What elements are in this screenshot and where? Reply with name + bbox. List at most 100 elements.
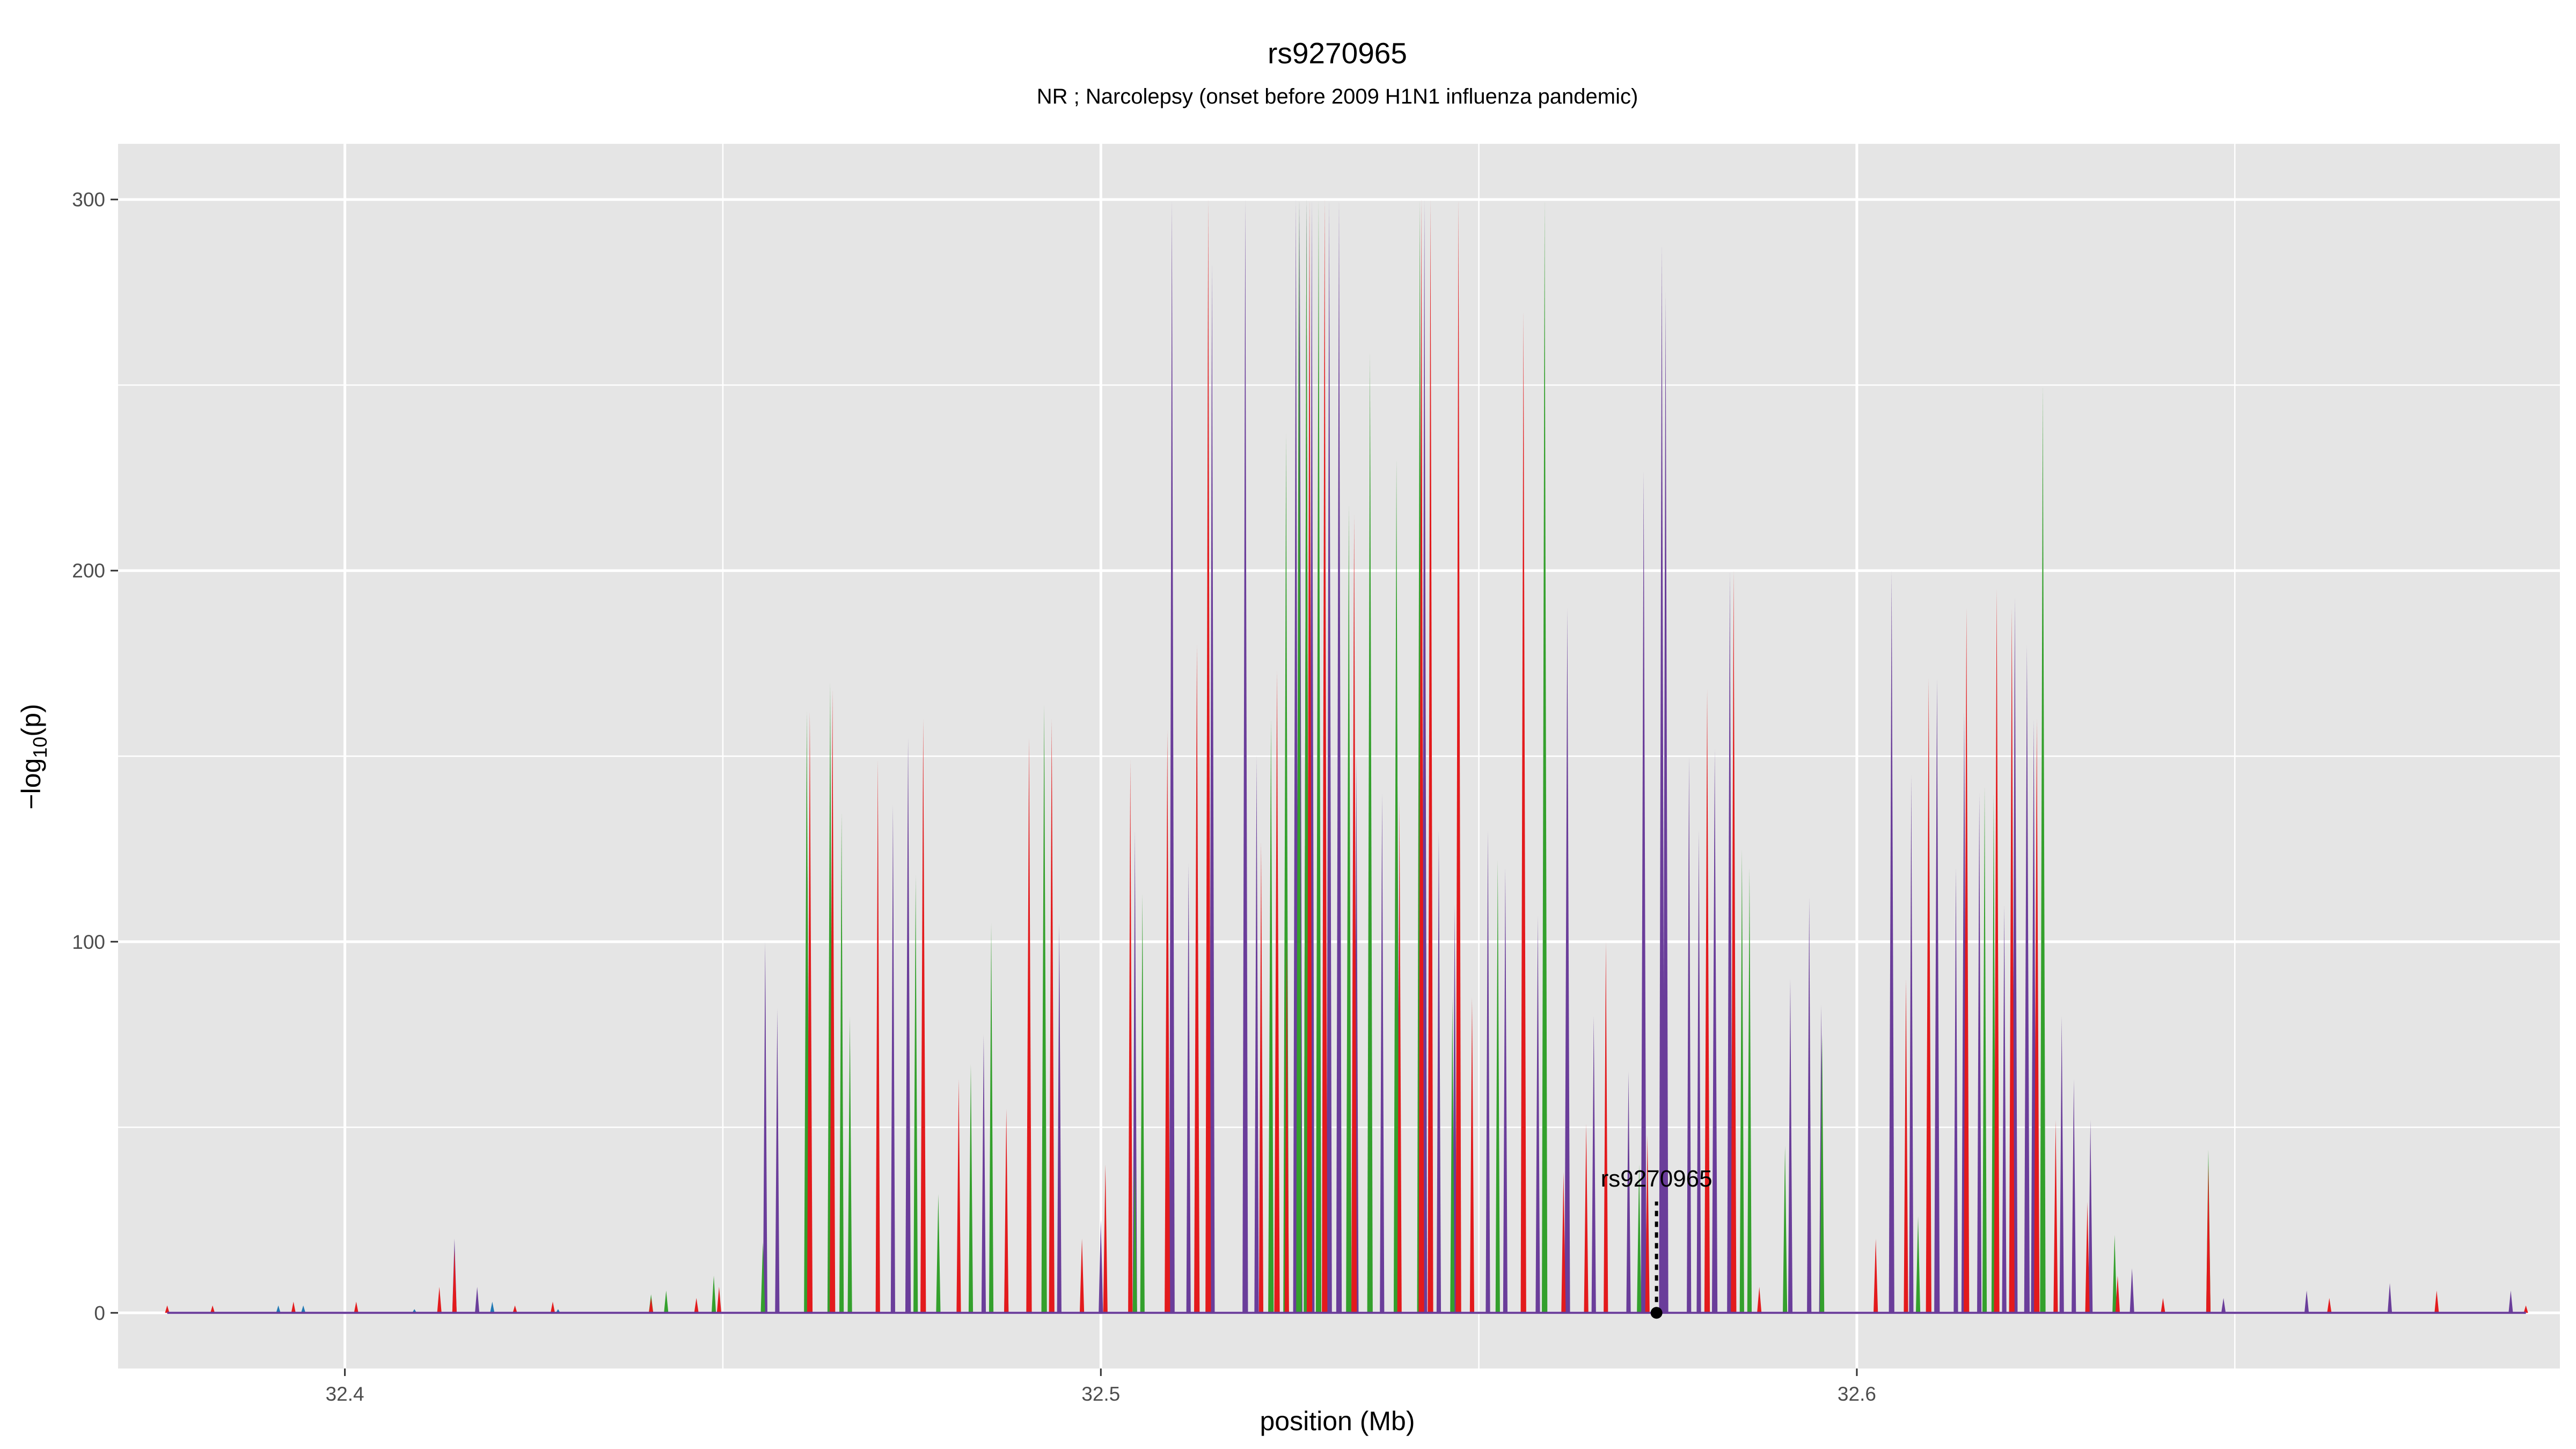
- series-peak: [1186, 863, 1191, 1313]
- series-peak: [1645, 1135, 1650, 1313]
- y-axis-ticks: 0 100 200 300: [72, 189, 118, 1324]
- series-peak: [452, 1249, 457, 1313]
- series-peak: [1315, 199, 1322, 1313]
- series-peak: [1915, 1216, 1921, 1313]
- series-peak: [1520, 311, 1526, 1313]
- x-tick-label: 32.6: [1838, 1383, 1876, 1405]
- series-peak: [1663, 292, 1668, 1313]
- series-peak: [1049, 719, 1055, 1313]
- series-peak: [1953, 867, 1958, 1313]
- series-peak: [1346, 503, 1352, 1313]
- series-areas: [165, 199, 2528, 1314]
- series-peak: [1268, 719, 1274, 1313]
- series-peak: [1542, 199, 1548, 1313]
- series-peak: [1807, 897, 1812, 1313]
- series-peak: [1393, 459, 1400, 1313]
- series-peak: [1169, 199, 1175, 1313]
- series-peak: [1788, 978, 1793, 1313]
- series-peak: [1994, 589, 2000, 1313]
- series-peak: [1626, 1071, 1631, 1313]
- series-peak: [437, 1286, 442, 1313]
- x-tick-label: 32.5: [1081, 1383, 1120, 1405]
- series-peak: [1322, 199, 1328, 1313]
- series-peak: [490, 1301, 495, 1313]
- series-peak: [2024, 645, 2030, 1313]
- series-2: [165, 199, 2528, 1313]
- series-peak: [2072, 1079, 2076, 1313]
- series-peak: [1128, 759, 1133, 1313]
- series-peak: [1057, 923, 1062, 1313]
- series-peak: [1209, 262, 1215, 1313]
- series-peak: [1428, 199, 1433, 1313]
- series-peak: [1284, 941, 1289, 1313]
- series-peak: [1757, 1286, 1762, 1313]
- series-peak: [1711, 749, 1718, 1313]
- series-peak: [1503, 867, 1508, 1313]
- series-peak: [847, 1016, 852, 1313]
- series-peak: [2327, 1298, 2332, 1313]
- series-peak: [2434, 1290, 2439, 1313]
- series-peak: [2304, 1290, 2309, 1313]
- series-peak: [1820, 1034, 1825, 1313]
- series-peak: [981, 1034, 986, 1313]
- series-peak: [2221, 1298, 2226, 1313]
- series-peak: [1367, 352, 1373, 1313]
- series-peak: [1783, 1146, 1788, 1313]
- y-tick-label: 0: [94, 1302, 105, 1324]
- series-peak: [2088, 1119, 2093, 1313]
- series-peak: [1659, 244, 1665, 1313]
- series-peak: [1380, 793, 1385, 1313]
- series-peak: [1964, 608, 1970, 1313]
- series-peak: [354, 1301, 358, 1313]
- series-peak: [1205, 199, 1211, 1313]
- series-peak: [2161, 1298, 2165, 1313]
- series-peak: [1436, 830, 1441, 1313]
- highlight-annotation: rs9270965: [1601, 1166, 1713, 1319]
- series-peak: [1641, 470, 1646, 1313]
- series-peak: [1326, 199, 1332, 1313]
- y-axis-title: −log10(p): [16, 704, 51, 809]
- series-peak: [2112, 1235, 2117, 1313]
- series-peak: [649, 1298, 654, 1313]
- series-peak: [1274, 670, 1280, 1313]
- series-peak: [2002, 904, 2007, 1313]
- series-peak: [664, 1290, 669, 1313]
- highlight-point: [1650, 1307, 1663, 1319]
- series-peak: [210, 1305, 215, 1313]
- series-peak: [1731, 570, 1737, 1313]
- series-peak: [1140, 893, 1145, 1313]
- series-peak: [1103, 1164, 1108, 1313]
- series-peak: [1934, 678, 1940, 1313]
- series-peak: [1889, 570, 1894, 1313]
- series-peak: [2085, 1201, 2090, 1313]
- series-peak: [1455, 199, 1461, 1313]
- series-peak: [1909, 774, 1914, 1313]
- series-peak: [763, 941, 767, 1313]
- series-peak: [1696, 830, 1701, 1313]
- series-peak: [1739, 848, 1744, 1313]
- series-peak: [276, 1305, 281, 1313]
- series-peak: [1637, 1164, 1642, 1313]
- series-peak: [1254, 756, 1259, 1313]
- series-peak: [956, 1079, 961, 1313]
- series-peak: [830, 689, 836, 1313]
- x-tick-label: 32.4: [326, 1383, 364, 1405]
- series-peak: [920, 719, 926, 1313]
- series-peak: [2053, 1119, 2058, 1313]
- series-peak: [1079, 1238, 1085, 1313]
- series-peak: [890, 804, 895, 1313]
- series-peak: [1026, 737, 1032, 1313]
- series-peak: [2206, 1164, 2211, 1313]
- y-tick-label: 200: [72, 560, 105, 582]
- y-tick-label: 100: [72, 931, 105, 953]
- y-axis-title-subscript: 10: [29, 737, 51, 758]
- series-peak: [1982, 786, 1987, 1313]
- series-peak: [1704, 689, 1710, 1313]
- series-peak: [1132, 830, 1137, 1313]
- series-peak: [1904, 978, 1908, 1313]
- series-peak: [1495, 860, 1500, 1313]
- series-peak: [2009, 608, 2015, 1313]
- series-peak: [291, 1301, 296, 1313]
- series-peak: [1041, 704, 1047, 1313]
- chart-subtitle: NR ; Narcolepsy (onset before 2009 H1N1 …: [1037, 85, 1638, 108]
